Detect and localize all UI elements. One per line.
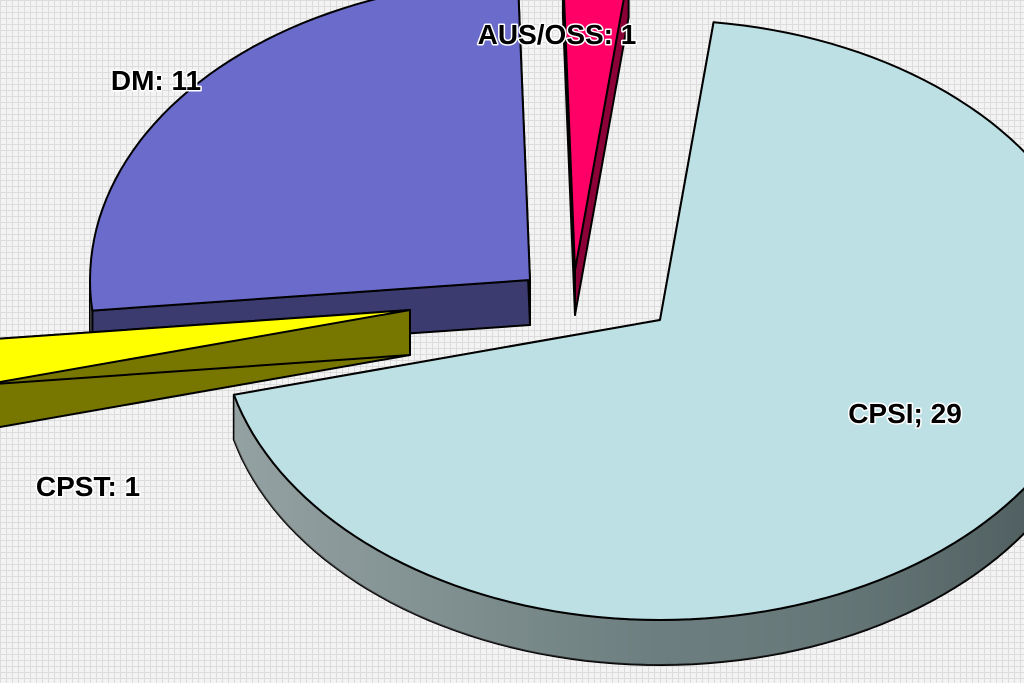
label-cpst: CPST: 1 [36,471,140,502]
slice-cpsi-top [232,21,1024,621]
pie-labels: CPSI; 29 CPST: 1 DM: 11 AUS/OSS: 1 [34,18,963,504]
slice-dm-top [89,0,531,312]
slice-cpsi-rim-shade [233,394,1024,665]
slice-cpst-top [0,309,411,383]
label-aus-oss: AUS/OSS: 1 [478,19,637,50]
slice-aus-oss-top [563,0,625,271]
label-cpsi: CPSI; 29 [848,398,962,429]
pie-tops [0,0,1024,621]
label-dm: DM: 11 [111,65,201,96]
